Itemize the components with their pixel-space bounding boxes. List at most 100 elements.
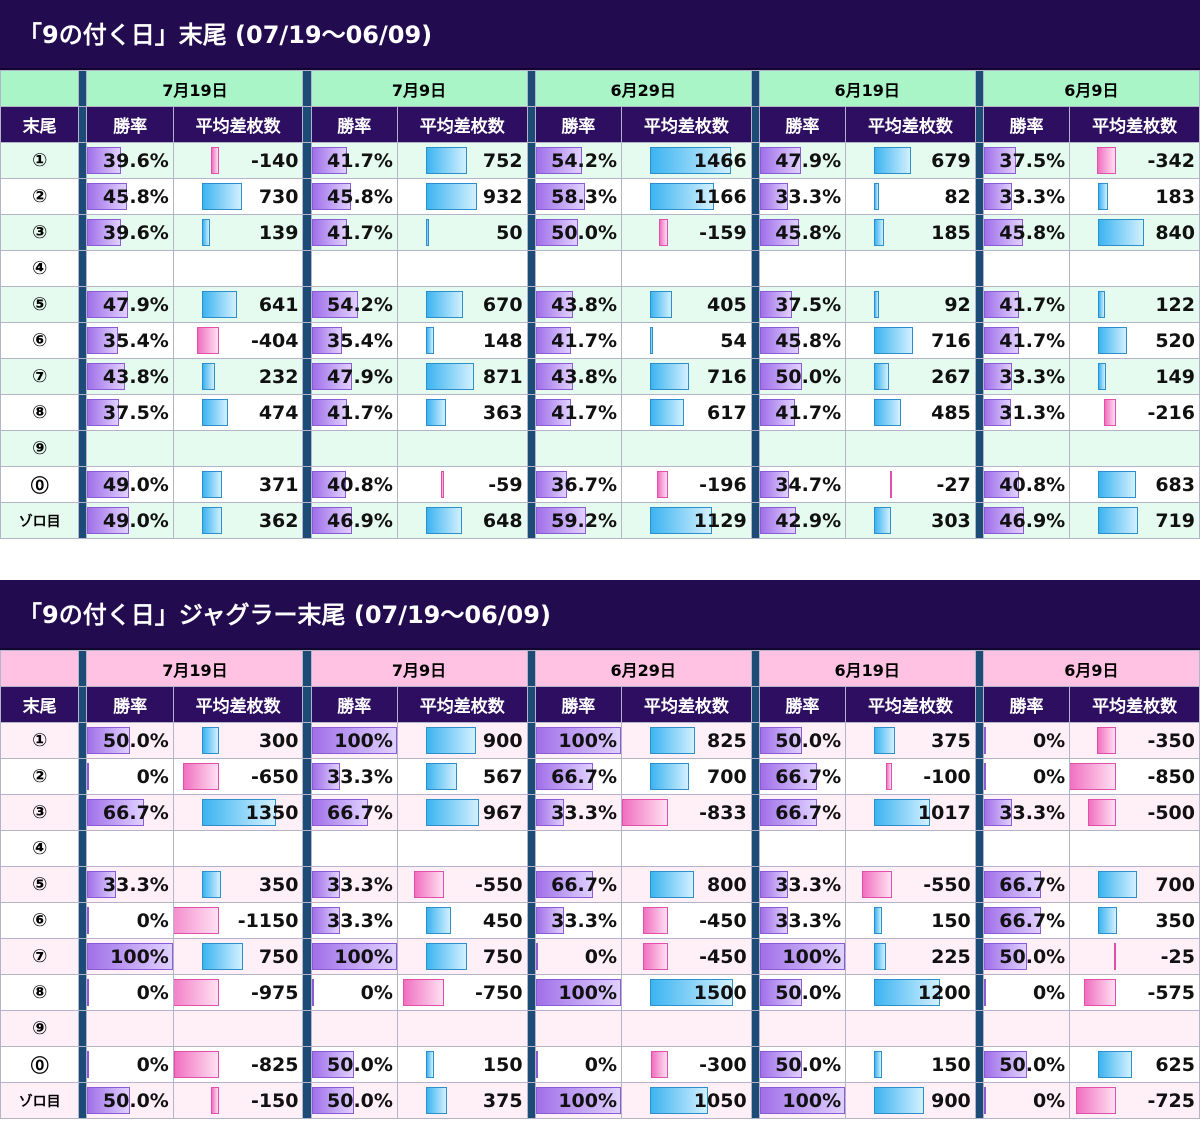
avg-diff-value: -150 <box>250 1090 299 1112</box>
winrate-bar <box>312 471 347 498</box>
row-label: ⓪ <box>0 466 80 503</box>
avg-diff-value: 350 <box>258 874 299 896</box>
winrate-cell: 47.9% <box>758 142 847 179</box>
winrate-value: 47.9% <box>327 366 393 388</box>
column-separator <box>750 722 760 759</box>
avg-diff-value: 900 <box>482 730 523 752</box>
avg-diff-cell: 1200 <box>845 974 976 1011</box>
avg-diff-cell: 648 <box>396 502 528 539</box>
avg-diff-cell: 185 <box>845 214 976 251</box>
winrate-bar <box>87 1087 131 1114</box>
winrate-value: 43.8% <box>551 294 618 316</box>
column-separator <box>78 394 88 431</box>
winrate-bar <box>984 943 1027 970</box>
column-separator <box>974 794 984 831</box>
avg-diff-cell: 405 <box>621 286 752 323</box>
avg-diff-cell: -500 <box>1069 794 1200 831</box>
winrate-cell: 33.3% <box>982 178 1071 215</box>
column-separator <box>750 902 760 939</box>
date-header: 6月29日 <box>534 650 752 687</box>
column-separator <box>302 214 312 251</box>
winrate-bar <box>984 1051 1027 1078</box>
avg-diff-cell: 641 <box>172 286 304 323</box>
positive-diff-bar <box>1098 1051 1133 1078</box>
avg-diff-cell: 670 <box>396 286 528 323</box>
date-header-row: 7月19日 7月9日 6月29日 6月19日 6月9日 <box>0 650 1200 687</box>
winrate-value: 35.4% <box>327 330 393 352</box>
winrate-value: 39.6% <box>102 150 169 172</box>
winrate-cell: 0% <box>86 758 174 795</box>
winrate-value: 54.2% <box>327 294 393 316</box>
avg-diff-cell: 50 <box>396 214 528 251</box>
winrate-cell: 100% <box>86 938 174 975</box>
column-separator <box>750 142 760 179</box>
winrate-bar <box>984 183 1013 210</box>
avg-diff-cell: -750 <box>396 974 528 1011</box>
avg-diff-value: 825 <box>707 730 747 752</box>
winrate-bar <box>87 147 122 174</box>
negative-diff-bar <box>642 943 668 970</box>
winrate-cell: 33.3% <box>982 358 1071 395</box>
avg-diff-cell: 122 <box>1069 286 1200 323</box>
winrate-bar <box>312 871 340 898</box>
column-separator <box>974 358 984 395</box>
winrate-cell: 100% <box>310 938 398 975</box>
winrate-cell <box>982 430 1071 467</box>
negative-diff-bar <box>211 1087 220 1114</box>
winrate-cell: 66.7% <box>758 794 847 831</box>
table-row: ① 50.0% 300 100% 900 100% 825 50.0% 375 0% -350 <box>0 722 1200 759</box>
column-separator <box>526 250 536 287</box>
winrate-value: 50.0% <box>327 1054 393 1076</box>
avg-diff-cell: 150 <box>396 1046 528 1083</box>
winrate-value: 45.8% <box>775 222 842 244</box>
avg-diff-value: 303 <box>931 510 971 532</box>
winrate-bar <box>760 471 790 498</box>
avg-diff-value: 648 <box>482 510 523 532</box>
date-header: 6月9日 <box>982 70 1200 107</box>
negative-diff-bar <box>211 147 220 174</box>
winrate-bar <box>87 943 173 970</box>
row-label: ① <box>0 722 80 759</box>
winrate-value: 58.3% <box>551 186 618 208</box>
positive-diff-bar <box>874 799 931 826</box>
winrate-cell: 31.3% <box>982 394 1071 431</box>
winrate-cell <box>982 830 1071 867</box>
winrate-bar <box>312 399 348 426</box>
winrate-cell <box>310 430 398 467</box>
row-label: ゾロ目 <box>0 502 80 539</box>
column-separator <box>750 394 760 431</box>
negative-diff-bar <box>174 1051 220 1078</box>
winrate-cell <box>982 1010 1071 1047</box>
avg-diff-cell <box>1069 430 1200 467</box>
winrate-cell: 50.0% <box>758 1046 847 1083</box>
column-separator <box>750 1010 760 1047</box>
winrate-bar <box>760 763 817 790</box>
winrate-cell: 33.3% <box>758 866 847 903</box>
avg-diff-value: 700 <box>1155 874 1195 896</box>
winrate-cell: 45.8% <box>86 178 174 215</box>
winrate-value: 45.8% <box>999 222 1066 244</box>
winrate-bar <box>760 363 803 390</box>
table-row: ⑦ 100% 750 100% 750 0% -450 100% 225 50.0% -25 <box>0 938 1200 975</box>
winrate-value: 0% <box>136 910 169 932</box>
positive-diff-bar <box>874 147 912 174</box>
avg-diff-cell: 150 <box>845 1046 976 1083</box>
winrate-cell: 0% <box>86 1046 174 1083</box>
row-label: ⑧ <box>0 394 80 431</box>
avg-diff-value: -650 <box>250 766 299 788</box>
avg-diff-cell: -196 <box>621 466 752 503</box>
winrate-cell: 50.0% <box>758 722 847 759</box>
avg-diff-cell: 840 <box>1069 214 1200 251</box>
table-row: ⑤ 33.3% 350 33.3% -550 66.7% 800 33.3% -550 66.7%… <box>0 866 1200 903</box>
winrate-value: 66.7% <box>999 874 1066 896</box>
column-separator <box>302 902 312 939</box>
table-title: 「9の付く日」ジャグラー末尾 (07/19～06/09) <box>0 580 1200 650</box>
winrate-value: 50.0% <box>102 730 169 752</box>
winrate-bar <box>984 363 1013 390</box>
winrate-value: 50.0% <box>102 1090 169 1112</box>
winrate-bar <box>984 147 1016 174</box>
table-row: ⑧ 0% -975 0% -750 100% 1500 50.0% 1200 0% -575 <box>0 974 1200 1011</box>
table-row: ③ 66.7% 1350 66.7% 967 33.3% -833 66.7% 1017 33.3… <box>0 794 1200 831</box>
winrate-cell: 43.8% <box>86 358 174 395</box>
avg-diff-cell: -450 <box>621 938 752 975</box>
